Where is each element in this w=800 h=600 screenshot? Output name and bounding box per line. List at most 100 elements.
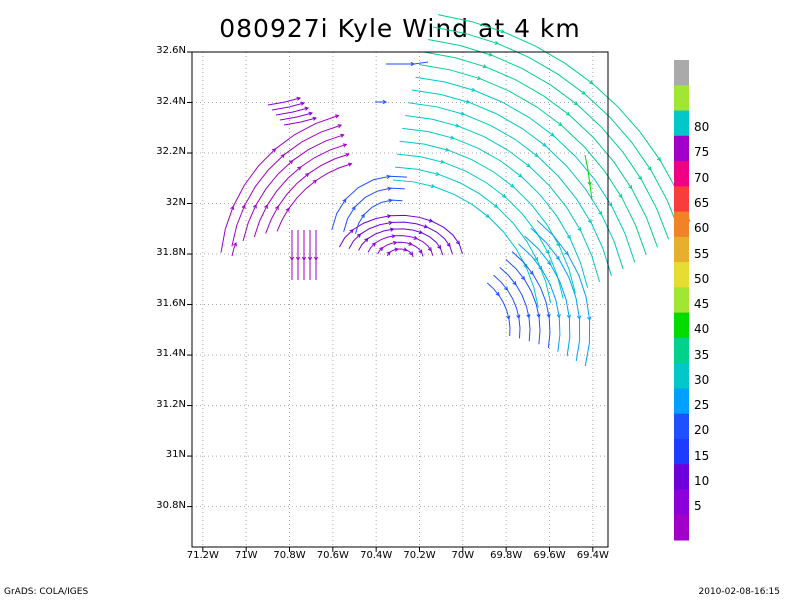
lon-tick-label: 69.6W bbox=[533, 550, 566, 561]
colorbar-label: 15 bbox=[694, 448, 710, 463]
streamline-arrow bbox=[608, 202, 613, 207]
streamline-arrow bbox=[587, 219, 592, 224]
streamline-arrow bbox=[340, 133, 345, 138]
colorbar-swatch bbox=[674, 363, 689, 389]
streamline-arrow bbox=[534, 153, 539, 158]
colorbar-swatch bbox=[674, 186, 689, 213]
colorbar-label: 20 bbox=[694, 423, 710, 438]
streamline-arrow bbox=[518, 173, 523, 178]
streamline-arrow bbox=[427, 247, 432, 252]
lat-tick-label: 31.8N bbox=[156, 247, 186, 259]
streamline-arrow bbox=[423, 224, 429, 229]
streamline-arrow bbox=[455, 240, 460, 245]
streamline bbox=[405, 115, 601, 283]
streamline-arrow bbox=[296, 96, 302, 101]
lat-tick-label: 32.2N bbox=[156, 146, 186, 158]
lon-tick-label: 70.2W bbox=[403, 550, 436, 561]
streamline-arrow bbox=[460, 111, 466, 116]
streamline-arrow bbox=[476, 75, 482, 81]
streamline-arrow bbox=[428, 218, 434, 223]
streamline-arrow bbox=[501, 193, 507, 198]
streamline-arrow bbox=[465, 99, 471, 104]
streamline-arrow bbox=[312, 116, 318, 121]
streamline-arrow bbox=[546, 313, 551, 319]
streamline-arrow bbox=[232, 242, 237, 247]
streamline-arrow bbox=[526, 163, 531, 168]
lat-tick-label: 32.4N bbox=[156, 95, 186, 107]
streamline bbox=[411, 89, 624, 270]
streamline-arrow bbox=[386, 251, 391, 256]
streamline-arrow bbox=[577, 227, 582, 232]
lon-tick-label: 69.8W bbox=[490, 550, 523, 561]
streamline-arrow bbox=[555, 255, 560, 261]
streamline-arrow bbox=[387, 186, 392, 191]
colorbar-label: 80 bbox=[694, 120, 710, 135]
streamline-arrow bbox=[252, 203, 257, 209]
streamline bbox=[415, 76, 636, 263]
streamline-arrow bbox=[300, 101, 306, 106]
streamline-arrow bbox=[437, 244, 442, 250]
colorbar-label: 55 bbox=[694, 246, 710, 261]
streamline-arrow bbox=[409, 251, 414, 256]
lat-tick-label: 31.4N bbox=[156, 348, 186, 360]
lon-tick-label: 70.4W bbox=[360, 550, 393, 561]
streamline-arrow bbox=[573, 101, 579, 106]
streamline bbox=[402, 127, 589, 289]
streamline-arrow bbox=[558, 122, 563, 127]
colorbar-swatch bbox=[674, 211, 689, 238]
streamline-arrow bbox=[360, 213, 365, 219]
streamline-arrow bbox=[565, 111, 571, 116]
streamline-arrow bbox=[488, 52, 494, 57]
lat-tick-label: 31.2N bbox=[156, 398, 186, 410]
colorbar-label: 35 bbox=[694, 347, 710, 362]
footer-timestamp: 2010-02-08-16:15 bbox=[698, 587, 781, 597]
streamline-arrow bbox=[516, 314, 521, 320]
colorbar-label: 25 bbox=[694, 398, 710, 413]
streamline-arrow bbox=[241, 204, 246, 209]
streamline-arrow bbox=[295, 256, 301, 262]
streamline-arrow bbox=[587, 316, 592, 322]
colorbar-label: 10 bbox=[694, 473, 710, 488]
streamline-arrow bbox=[382, 99, 388, 105]
streamline bbox=[242, 134, 344, 242]
streamline-arrow bbox=[576, 315, 582, 320]
streamline bbox=[493, 274, 521, 339]
streamline-arrow bbox=[598, 210, 603, 216]
streamline bbox=[275, 107, 309, 116]
streamline-arrow bbox=[656, 157, 661, 162]
streamline-arrow bbox=[264, 204, 268, 209]
streamline-arrow bbox=[566, 235, 571, 240]
streamline-arrow bbox=[581, 90, 586, 95]
streamline-arrow bbox=[482, 64, 488, 69]
streamline-arrow bbox=[494, 40, 500, 45]
streamline bbox=[524, 235, 571, 357]
streamline-arrow bbox=[440, 159, 445, 164]
lat-tick-label: 31.6N bbox=[156, 297, 186, 309]
streamline-arrow bbox=[289, 159, 294, 165]
streamline-arrow bbox=[589, 80, 594, 85]
streamline-arrow bbox=[403, 247, 408, 252]
streamline-arrow bbox=[445, 147, 450, 152]
colorbar-swatch bbox=[674, 236, 689, 263]
streamline-arrow bbox=[430, 184, 436, 189]
streamline bbox=[276, 163, 352, 232]
streamline-arrow bbox=[285, 207, 290, 212]
streamline bbox=[584, 154, 593, 201]
streamline-arrow bbox=[546, 260, 552, 266]
lon-tick-label: 70.6W bbox=[316, 550, 349, 561]
streamline-arrow bbox=[564, 251, 569, 256]
streamline-arrow bbox=[289, 256, 295, 262]
colorbar-swatch bbox=[674, 312, 689, 339]
streamline-arrow bbox=[345, 153, 350, 158]
streamline bbox=[253, 143, 347, 237]
streamline-arrow bbox=[506, 315, 511, 320]
colorbar-label: 45 bbox=[694, 297, 710, 312]
streamline bbox=[283, 117, 317, 126]
streamline-arrow bbox=[647, 166, 652, 171]
streamline-arrow bbox=[388, 220, 393, 226]
colorbar-label: 40 bbox=[694, 322, 710, 337]
streamline-arrow bbox=[356, 233, 362, 238]
streamline bbox=[408, 102, 612, 276]
grid-lines bbox=[192, 51, 608, 547]
